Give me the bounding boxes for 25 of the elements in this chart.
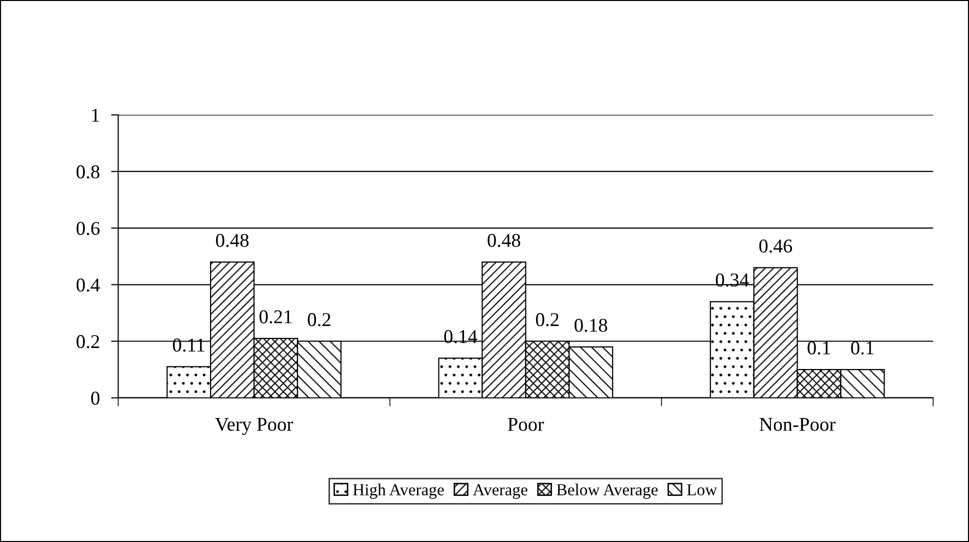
x-tick-label: Poor xyxy=(508,418,544,431)
x-tick-label: Non-Poor xyxy=(760,418,836,431)
data-label: 0.1 xyxy=(851,341,874,355)
y-tick-label: 0 xyxy=(91,392,100,405)
x-tick-label: Very Poor xyxy=(215,418,294,435)
data-label: 0.21 xyxy=(260,310,292,324)
y-tick-label: 0.6 xyxy=(76,222,100,236)
data-label: 0.2 xyxy=(536,313,558,326)
data-label: 0.11 xyxy=(172,338,204,352)
data-label: 0.2 xyxy=(308,313,330,326)
data-label: 0.18 xyxy=(574,318,608,332)
data-label: 0.48 xyxy=(216,234,249,248)
data-label: 0.1 xyxy=(808,341,830,355)
y-tick-label: 1 xyxy=(92,108,99,122)
legend-label: High Average xyxy=(353,484,444,499)
data-label: 0.46 xyxy=(759,240,792,253)
y-tick-label: 0.4 xyxy=(76,278,100,292)
legend-label: Low xyxy=(687,484,718,496)
data-label: 0.14 xyxy=(444,330,478,344)
y-tick-label: 0.2 xyxy=(76,335,100,348)
data-label: 0.34 xyxy=(716,273,749,287)
legend-label: Average xyxy=(472,484,528,499)
legend-label: Below Average xyxy=(556,484,658,499)
data-label: 0.48 xyxy=(488,234,520,248)
y-tick-label: 0.8 xyxy=(76,165,100,179)
